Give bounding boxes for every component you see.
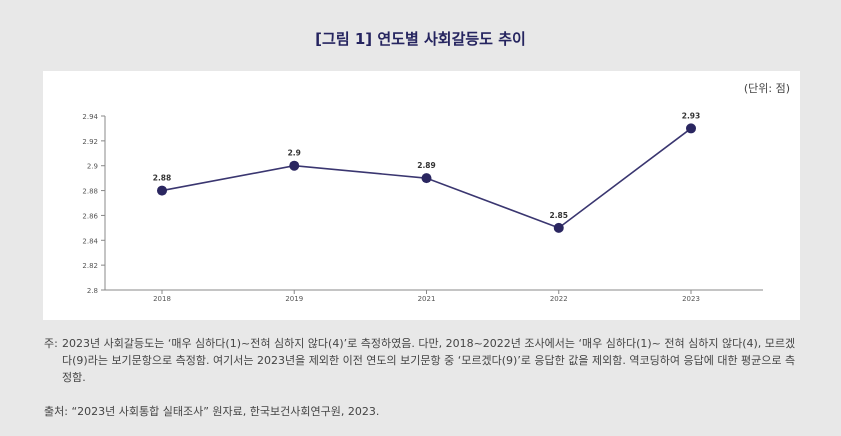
y-tick-label: 2.8 — [87, 287, 98, 295]
data-label: 2.89 — [417, 161, 436, 170]
data-label: 2.93 — [682, 111, 701, 120]
footnote-label: 주: — [44, 337, 58, 350]
x-tick-label: 2018 — [153, 295, 171, 303]
y-tick-label: 2.88 — [82, 188, 98, 196]
chart-title: [그림 1] 연도별 사회갈등도 추이 — [315, 30, 526, 48]
x-tick-label: 2022 — [550, 295, 568, 303]
data-label: 2.85 — [549, 211, 568, 220]
x-tick-label: 2019 — [285, 295, 303, 303]
data-point — [421, 173, 432, 184]
footnote-text: 2023년 사회갈등도는 ‘매우 심하다(1)~전혀 심하지 않다(4)’로 측… — [62, 337, 796, 384]
data-point — [553, 222, 564, 233]
data-label: 2.88 — [153, 174, 172, 183]
y-tick-label: 2.82 — [82, 262, 98, 270]
y-tick-label: 2.84 — [82, 237, 98, 245]
data-label: 2.9 — [288, 149, 301, 158]
source-citation: 출처: “2023년 사회통합 실태조사” 원자료, 한국보건사회연구원, 20… — [44, 405, 380, 418]
data-point — [157, 185, 167, 196]
x-tick-label: 2023 — [682, 295, 700, 303]
line-chart: 2.8 2.82 2.84 2.86 2.88 2.9 2.92 2.94 2018 2019 20… — [82, 111, 763, 303]
data-point — [686, 123, 696, 134]
y-tick-label: 2.86 — [82, 212, 98, 220]
y-tick-label: 2.92 — [82, 138, 98, 146]
x-tick-label: 2021 — [418, 295, 436, 303]
data-point — [289, 160, 300, 171]
y-tick-label: 2.94 — [82, 113, 98, 121]
unit-label: (단위: 점) — [743, 82, 790, 95]
y-tick-label: 2.9 — [87, 163, 98, 171]
footnote: 주: 2023년 사회갈등도는 ‘매우 심하다(1)~전혀 심하지 않다(4)’… — [44, 335, 804, 386]
chart-panel: (단위: 점) 2.8 2.82 2.84 2.86 2.88 2.9 2.92 2.94 20… — [43, 71, 800, 320]
